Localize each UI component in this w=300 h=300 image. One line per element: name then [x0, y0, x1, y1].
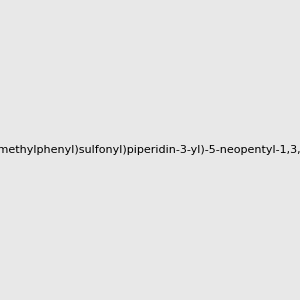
Text: 2-(1-((2,5-Dimethylphenyl)sulfonyl)piperidin-3-yl)-5-neopentyl-1,3,4-oxadiazole: 2-(1-((2,5-Dimethylphenyl)sulfonyl)piper… — [0, 145, 300, 155]
